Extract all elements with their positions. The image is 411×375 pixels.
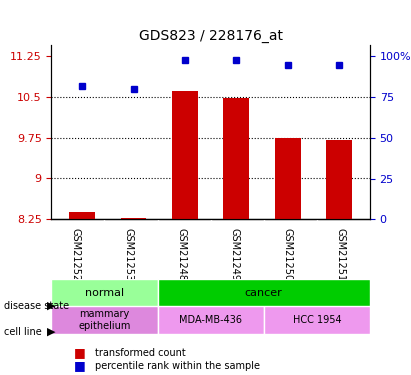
Text: GSM21248: GSM21248 bbox=[177, 228, 187, 281]
Text: MDA-MB-436: MDA-MB-436 bbox=[179, 315, 242, 325]
Text: ▶: ▶ bbox=[47, 301, 56, 310]
Bar bbox=[224, 98, 249, 219]
Text: ■: ■ bbox=[74, 346, 86, 359]
Bar bbox=[69, 212, 95, 219]
Text: transformed count: transformed count bbox=[95, 348, 185, 357]
Text: GSM21249: GSM21249 bbox=[230, 228, 240, 281]
Text: normal: normal bbox=[85, 288, 124, 298]
Text: ▶: ▶ bbox=[47, 327, 56, 337]
Text: GSM21252: GSM21252 bbox=[70, 228, 80, 282]
Text: percentile rank within the sample: percentile rank within the sample bbox=[95, 361, 259, 370]
Text: cancer: cancer bbox=[245, 288, 283, 298]
FancyBboxPatch shape bbox=[264, 306, 370, 334]
Text: GSM21251: GSM21251 bbox=[336, 228, 346, 281]
FancyBboxPatch shape bbox=[157, 279, 370, 306]
Text: GSM21250: GSM21250 bbox=[283, 228, 293, 281]
Bar bbox=[172, 91, 198, 219]
Text: cell line: cell line bbox=[4, 327, 42, 337]
Text: disease state: disease state bbox=[4, 301, 69, 310]
FancyBboxPatch shape bbox=[51, 279, 157, 306]
Bar bbox=[275, 138, 300, 219]
Bar bbox=[326, 140, 352, 219]
Text: ■: ■ bbox=[74, 359, 86, 372]
Text: HCC 1954: HCC 1954 bbox=[293, 315, 341, 325]
FancyBboxPatch shape bbox=[157, 306, 264, 334]
Text: mammary
epithelium: mammary epithelium bbox=[78, 309, 131, 331]
Title: GDS823 / 228176_at: GDS823 / 228176_at bbox=[139, 28, 283, 43]
Bar bbox=[121, 217, 146, 219]
FancyBboxPatch shape bbox=[51, 306, 157, 334]
Text: GSM21253: GSM21253 bbox=[123, 228, 134, 281]
